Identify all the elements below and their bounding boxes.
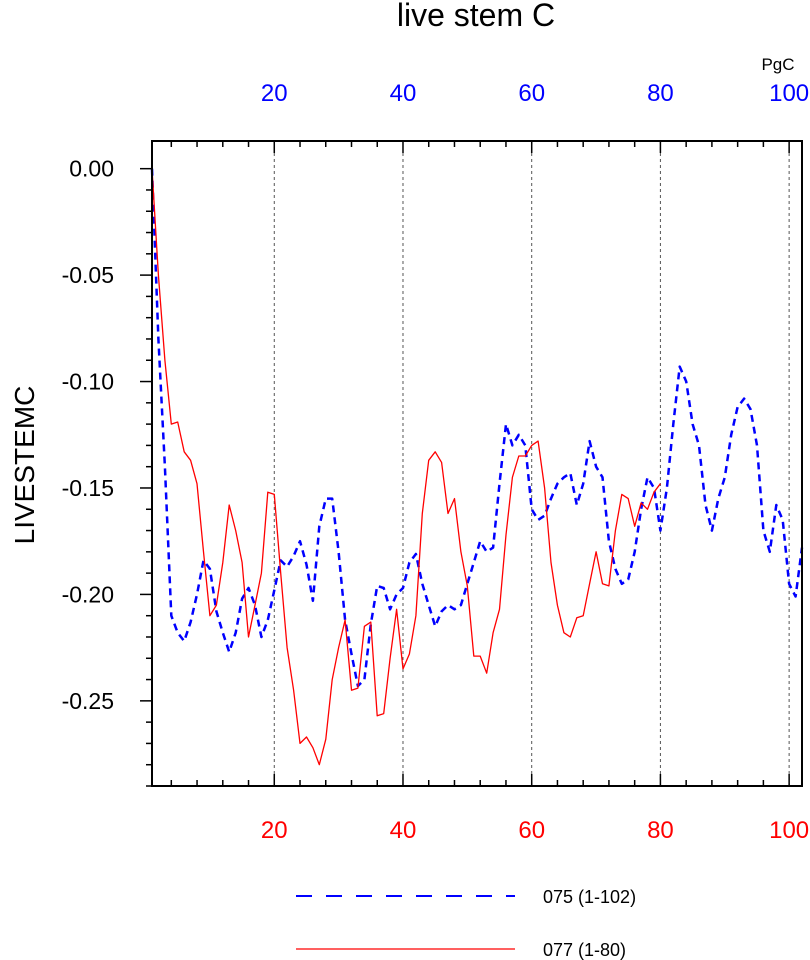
y-tick-label: 0.00	[69, 156, 114, 182]
tick-labels: 0.00 -0.05 -0.10 -0.15 -0.20 -0.25 20 40 60 80 100…	[62, 80, 810, 844]
top-tick-label: 100	[769, 80, 809, 107]
legend: 075 (1-102) 077 (1-80)	[296, 887, 636, 960]
top-tick-label: 20	[261, 80, 288, 107]
bottom-tick-label: 20	[261, 817, 288, 844]
bottom-tick-label: 100	[769, 817, 809, 844]
bottom-tick-label: 80	[647, 817, 674, 844]
series-lines	[150, 168, 804, 766]
top-tick-label: 60	[518, 80, 545, 107]
y-tick-label: -0.10	[62, 369, 114, 395]
series-line-2	[151, 168, 661, 766]
plot-frame	[151, 140, 803, 787]
bottom-tick-label: 60	[518, 817, 545, 844]
top-tick-label: 80	[647, 80, 674, 107]
y-tick-label: -0.05	[62, 262, 114, 288]
y-axis-label: LIVESTEMC	[9, 386, 40, 545]
y-tick-label: -0.25	[62, 688, 114, 714]
chart-title: live stem C	[397, 0, 555, 33]
legend-label-1: 075 (1-102)	[543, 887, 636, 907]
series-line-1	[150, 168, 804, 688]
y-tick-label: -0.20	[62, 581, 114, 607]
top-tick-label: 40	[390, 80, 417, 107]
axis-ticks	[140, 141, 790, 787]
y-tick-label: -0.15	[62, 475, 114, 501]
units-label: PgC	[761, 55, 794, 74]
legend-label-2: 077 (1-80)	[543, 940, 626, 960]
bottom-tick-label: 40	[390, 817, 417, 844]
